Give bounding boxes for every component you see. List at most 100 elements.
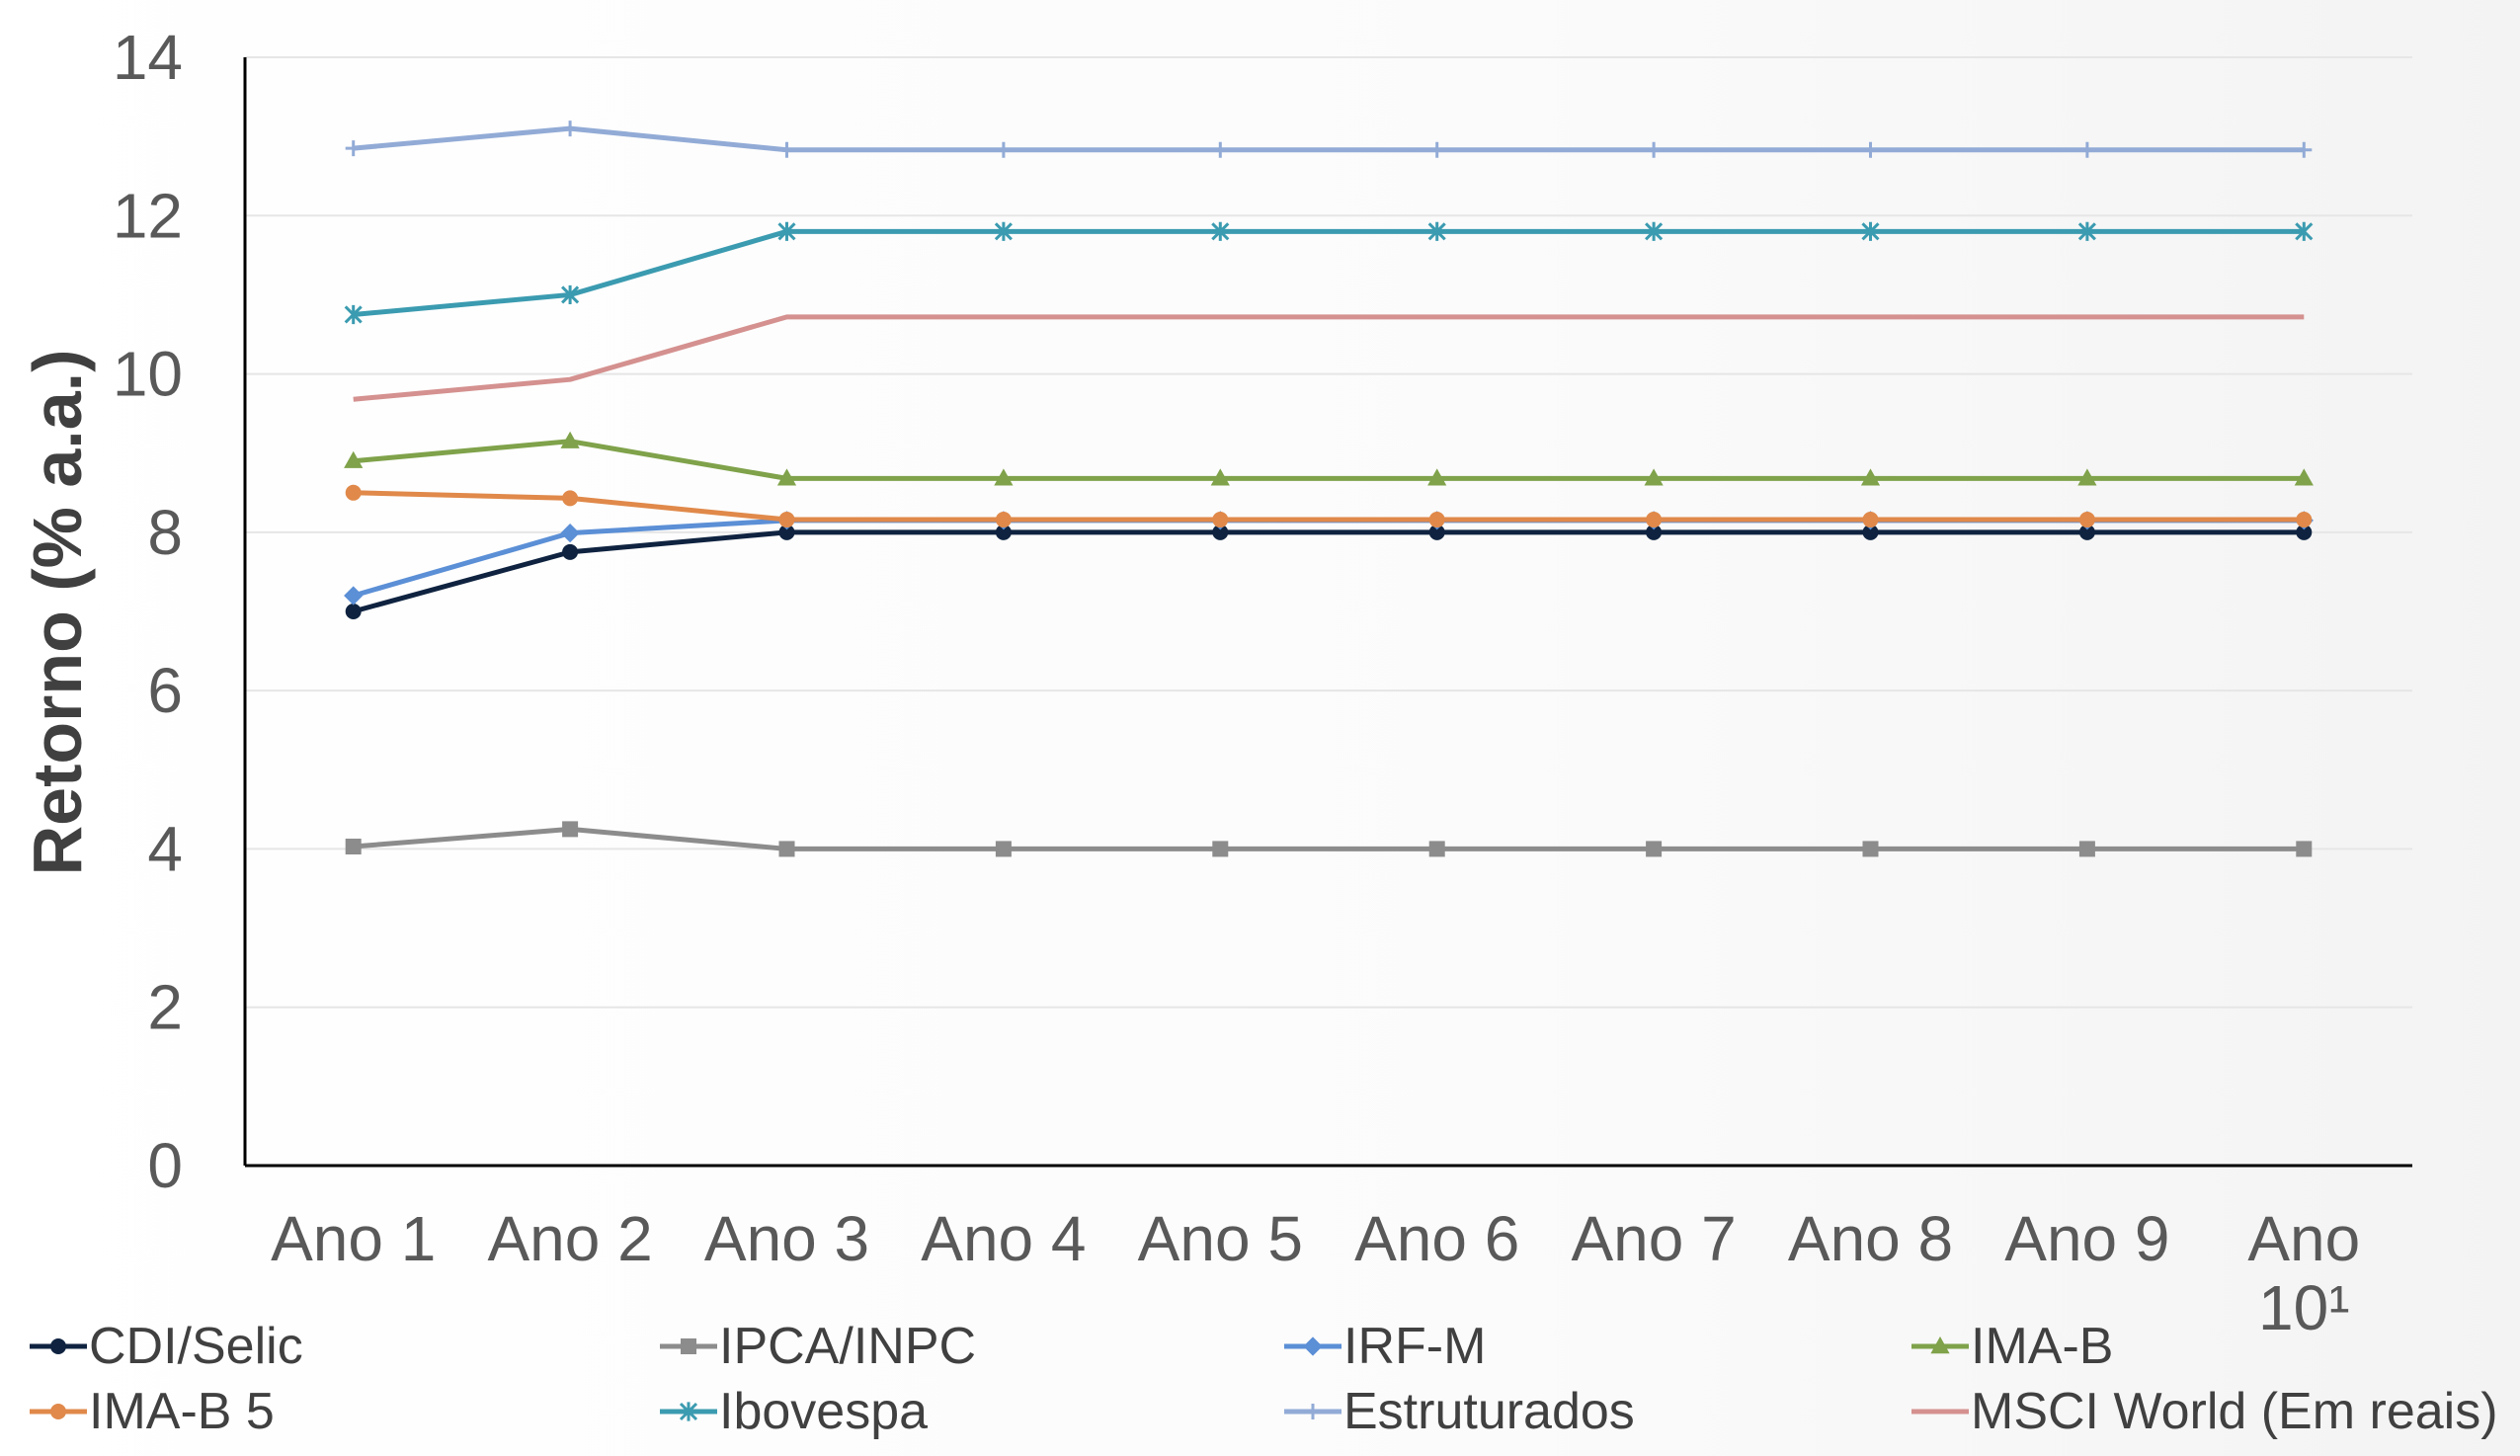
point-marker	[1862, 141, 1879, 158]
y-tick-label: 0	[147, 1130, 183, 1201]
x-tick-label: Ano 1	[271, 1203, 436, 1274]
point-marker	[679, 1402, 698, 1421]
legend-item: Ibovespa	[660, 1383, 928, 1440]
x-tick-label: Ano 3	[704, 1203, 869, 1274]
point-marker	[1428, 512, 1445, 528]
x-tick-label: Ano 8	[1788, 1203, 1953, 1274]
point-marker	[1428, 141, 1445, 158]
point-marker	[1646, 524, 1663, 540]
point-marker	[995, 512, 1012, 528]
point-marker	[1646, 512, 1663, 528]
point-marker	[1303, 1336, 1323, 1356]
point-marker	[50, 1338, 66, 1354]
point-marker	[1211, 221, 1230, 241]
point-marker	[777, 221, 796, 241]
point-marker	[778, 841, 795, 857]
point-marker	[778, 524, 795, 540]
series-line	[353, 826, 2305, 851]
point-marker	[2296, 512, 2313, 528]
point-marker	[1212, 524, 1229, 540]
point-marker	[1212, 141, 1229, 158]
x-tick-label: Ano 2	[487, 1203, 652, 1274]
point-marker	[778, 512, 795, 528]
point-marker	[2296, 524, 2313, 540]
point-marker	[1428, 841, 1445, 857]
point-marker	[561, 284, 580, 305]
y-tick-label: 6	[147, 655, 183, 726]
point-marker	[562, 121, 579, 137]
legend-label: CDI/Selic	[89, 1318, 303, 1375]
point-marker	[344, 586, 364, 606]
legend-item: MSCI World (Em reais)	[1911, 1383, 2498, 1440]
point-marker	[2296, 141, 2313, 158]
legend-item: CDI/Selic	[30, 1318, 303, 1375]
series-msci-world-em-reais-	[353, 314, 2305, 402]
point-marker	[776, 468, 797, 486]
legend-label: IPCA/INPC	[719, 1318, 976, 1375]
point-marker	[2078, 841, 2095, 857]
x-tick-labels: Ano 1 Ano 2 Ano 3 Ano 4 Ano 5 Ano 6 Ano 7 Ano 8…	[271, 1203, 2360, 1343]
point-marker	[1427, 221, 1446, 241]
point-marker	[995, 141, 1012, 158]
series-line	[353, 529, 2305, 614]
series-ibovespa	[344, 221, 2314, 325]
series-line	[353, 314, 2305, 402]
y-tick-label: 12	[113, 180, 183, 251]
point-marker	[560, 431, 580, 448]
point-marker	[994, 221, 1013, 241]
point-marker	[345, 839, 362, 855]
point-marker	[2078, 141, 2095, 158]
legend-item: IRF-M	[1284, 1318, 1486, 1375]
point-marker	[2078, 524, 2095, 540]
point-marker	[2077, 468, 2097, 486]
point-marker	[2078, 512, 2095, 528]
point-marker	[2296, 841, 2313, 857]
point-marker	[1646, 141, 1663, 158]
point-marker	[1428, 524, 1445, 540]
point-marker	[562, 490, 579, 507]
point-marker	[1212, 841, 1229, 857]
point-marker	[1862, 841, 1879, 857]
legend-label: Estruturados	[1343, 1383, 1635, 1440]
point-marker	[345, 484, 362, 501]
y-tick-label: 8	[147, 497, 183, 568]
point-marker	[1427, 468, 1447, 486]
y-tick-label: 14	[113, 22, 183, 93]
series-cdi-selic	[345, 524, 2313, 619]
legend-label: MSCI World (Em reais)	[1971, 1383, 2498, 1440]
x-tick-label: Ano 4	[921, 1203, 1086, 1274]
series-ima-b	[344, 431, 2314, 486]
point-marker	[562, 543, 579, 560]
y-tick-label: 10	[113, 339, 183, 410]
point-marker	[1860, 468, 1881, 486]
point-marker	[1644, 468, 1664, 486]
point-marker	[778, 141, 795, 158]
point-marker	[1645, 221, 1664, 241]
point-marker	[1862, 524, 1879, 540]
axes	[243, 57, 2412, 1168]
point-marker	[1861, 221, 1880, 241]
point-marker	[344, 304, 363, 325]
x-tick-label: Ano 6	[1354, 1203, 1519, 1274]
series-line	[353, 490, 2305, 523]
legend-label: Ibovespa	[719, 1383, 928, 1440]
x-tick-label: Ano 5	[1138, 1203, 1303, 1274]
point-marker	[681, 1338, 696, 1354]
point-marker	[562, 821, 579, 838]
legend-label: IMA-B	[1971, 1318, 2113, 1375]
legend-item: Estruturados	[1284, 1383, 1635, 1440]
point-marker	[1212, 512, 1229, 528]
x-tick-label: Ano 10¹	[2247, 1203, 2360, 1343]
legend: CDI/Selic IPCA/INPC IRF-M IMA-B IMA-B 5 Ibove…	[30, 1318, 2498, 1440]
legend-item: IMA-B 5	[30, 1383, 275, 1440]
y-tick-label: 4	[147, 813, 183, 884]
point-marker	[1305, 1404, 1321, 1419]
series-irf-m	[344, 511, 2314, 606]
y-tick-label: 2	[147, 972, 183, 1043]
legend-item: IPCA/INPC	[660, 1318, 976, 1375]
legend-item: IMA-B	[1911, 1318, 2113, 1375]
point-marker	[345, 140, 362, 157]
point-marker	[1646, 841, 1663, 857]
point-marker	[1930, 1336, 1950, 1354]
